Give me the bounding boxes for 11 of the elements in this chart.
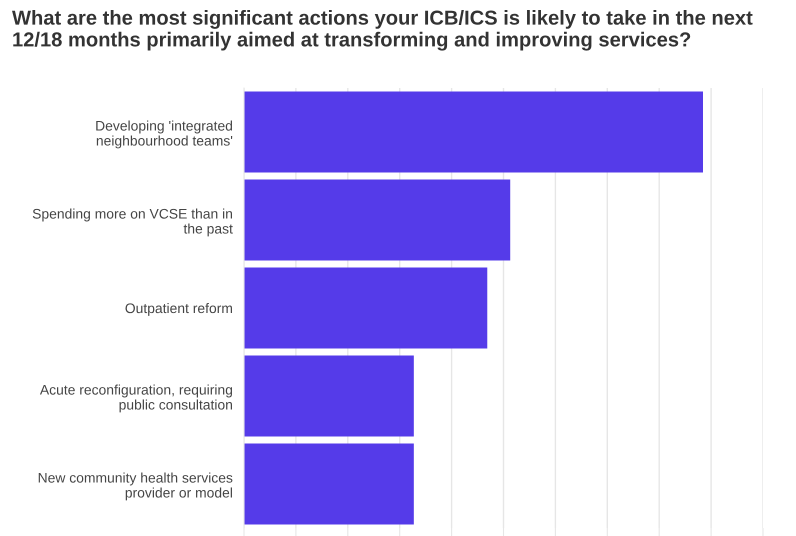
bar bbox=[244, 180, 510, 260]
bar bbox=[244, 356, 414, 436]
y-tick-label: Acute reconfiguration, requiring public consultation bbox=[40, 384, 232, 412]
bar bbox=[244, 92, 703, 172]
y-tick-label: New community health services provider or model bbox=[38, 472, 232, 500]
y-tick-label: Outpatient reform bbox=[125, 302, 232, 316]
chart-title: What are the most significant actions your ICB/ICS is likely to take in the next 12/18 months primarily aimed at transforming and improving services? bbox=[12, 10, 753, 51]
bar bbox=[244, 268, 488, 348]
bar bbox=[244, 444, 414, 524]
y-tick-label: Developing 'integrated neighbourhood teams' bbox=[96, 120, 232, 148]
y-tick-label: Spending more on VCSE than in the past bbox=[32, 208, 233, 236]
